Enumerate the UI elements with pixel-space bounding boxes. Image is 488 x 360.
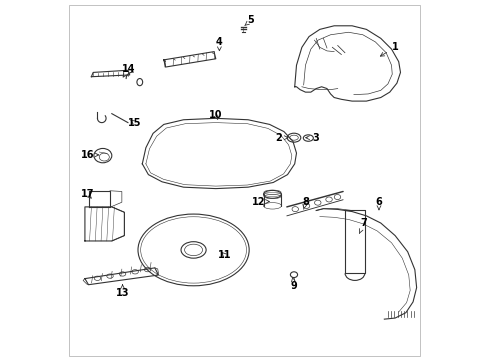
Text: 9: 9 [290,278,297,291]
Text: 8: 8 [302,197,308,209]
Text: 13: 13 [116,285,129,298]
Text: 5: 5 [244,15,254,26]
Text: 7: 7 [359,218,366,233]
Text: 4: 4 [216,37,223,51]
Text: 11: 11 [218,250,231,260]
Text: 16: 16 [81,150,99,160]
Text: 15: 15 [127,118,141,128]
Text: 12: 12 [252,197,269,207]
Text: 3: 3 [305,133,319,143]
Text: 2: 2 [275,133,287,143]
Text: 1: 1 [380,42,398,56]
Text: 17: 17 [81,189,94,199]
Text: 14: 14 [122,64,136,77]
Text: 6: 6 [375,197,382,210]
Text: 10: 10 [209,111,222,121]
